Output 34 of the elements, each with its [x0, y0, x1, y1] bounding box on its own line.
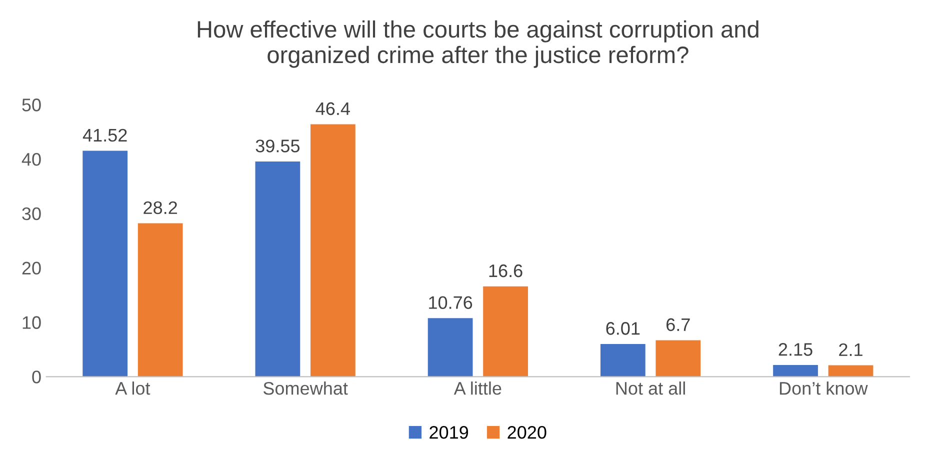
- bar: [428, 318, 473, 377]
- data-label: 39.55: [256, 140, 300, 152]
- bar: [773, 364, 818, 377]
- chart-title: How effective will the courts be against corruption and organized crime after the justice reform?: [198, 20, 758, 68]
- data-label: 16.6: [489, 264, 522, 278]
- data-label: 10.76: [429, 296, 472, 309]
- x-tick-label: Not at all: [616, 382, 685, 395]
- x-tick-label: Somewhat: [263, 382, 348, 395]
- data-label: 28.2: [144, 201, 177, 214]
- x-tick-label: Don’t know: [780, 382, 868, 395]
- x-tick-label: A lot: [115, 382, 150, 395]
- bar: [600, 344, 646, 377]
- bar: [82, 150, 128, 377]
- bar: [656, 340, 701, 377]
- bar: [310, 124, 356, 377]
- data-label: 41.52: [82, 128, 127, 142]
- y-tick-label: 0: [32, 370, 41, 384]
- bar: [138, 223, 183, 377]
- y-tick-label: 40: [22, 152, 41, 166]
- bar: [828, 365, 874, 377]
- x-tick-label: A little: [454, 382, 502, 395]
- data-label: 46.4: [316, 102, 350, 116]
- bar: [255, 161, 300, 377]
- legend-label: 2020: [508, 426, 546, 439]
- y-tick-label: 50: [22, 98, 41, 112]
- y-tick-label: 10: [22, 316, 41, 329]
- data-label: 6.7: [666, 318, 690, 332]
- bar: [483, 286, 528, 377]
- legend-label: 2019: [430, 426, 468, 439]
- y-tick-label: 30: [22, 207, 41, 220]
- data-label: 6.01: [606, 322, 640, 335]
- data-label: 2.15: [778, 343, 812, 356]
- data-label: 2.1: [839, 343, 862, 356]
- y-tick-label: 20: [22, 262, 41, 275]
